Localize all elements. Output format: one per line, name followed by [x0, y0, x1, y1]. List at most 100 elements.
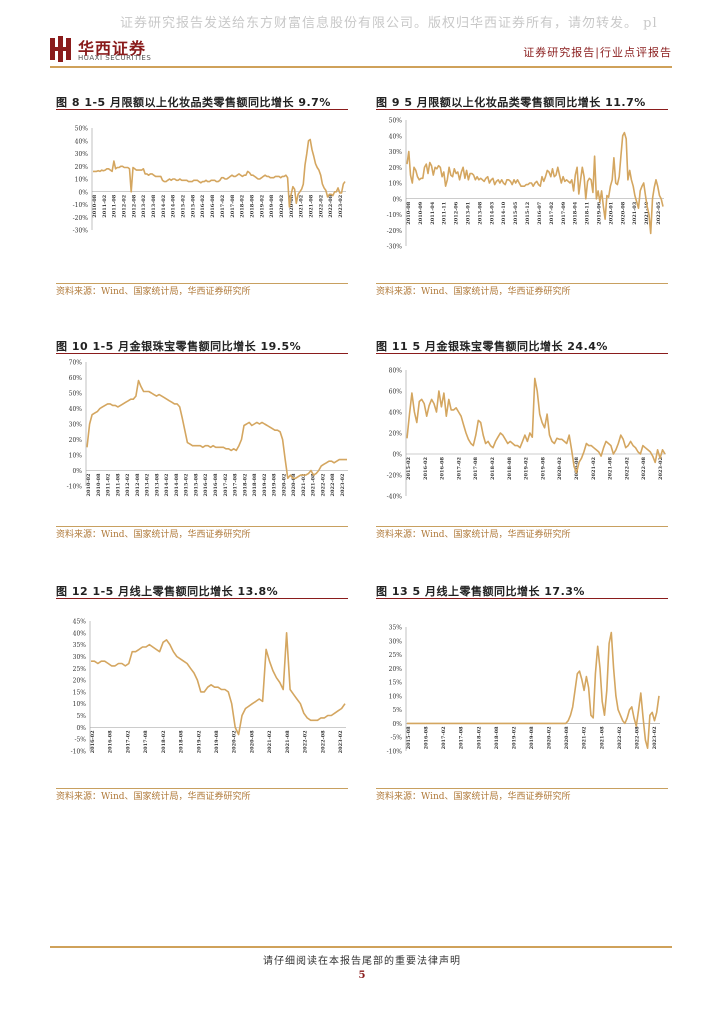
- series-line: [86, 379, 347, 480]
- x-tick-label: 2021-08: [285, 730, 291, 753]
- x-tick-label: 2017-08: [143, 730, 149, 753]
- x-tick-label: 2020-02: [281, 473, 287, 496]
- x-tick-label: 2021-10: [644, 201, 650, 224]
- y-tick-label: 50%: [69, 391, 83, 398]
- y-tick-label: 10%: [389, 181, 403, 188]
- y-tick-label: 40%: [389, 410, 403, 417]
- figure-source: 资料来源：Wind、国家统计局，华西证券研究所: [56, 287, 251, 297]
- figure-title: 图 8 1-5 月限额以上化妆品类零售额同比增长 9.7%: [56, 96, 331, 109]
- y-tick-label: -20%: [387, 228, 403, 235]
- x-tick-label: 2014-02: [161, 194, 167, 217]
- x-tick-label: 2022-08: [320, 730, 326, 753]
- title-underline: [376, 598, 668, 599]
- y-tick-label: 10%: [73, 701, 87, 708]
- x-tick-label: 2021-02: [582, 726, 588, 749]
- x-tick-label: 2014-03: [489, 201, 495, 224]
- x-tick-label: 2021-02: [591, 456, 597, 479]
- x-tick-label: 2011-11: [442, 202, 448, 225]
- figure-title: 图 12 1-5 月线上零售额同比增长 13.8%: [56, 585, 279, 598]
- y-tick-label: 40%: [389, 133, 403, 140]
- watermark: 证券研究报告发送给东方财富信息股份有限公司。版权归华西证券所有，请勿转发。 pl: [120, 16, 658, 31]
- y-tick-label: 0%: [78, 189, 88, 196]
- report-type: 证券研究报告|行业点评报告: [523, 46, 672, 59]
- x-tick-label: 2017-09: [561, 201, 567, 224]
- figure-title: 图 13 5 月线上零售额同比增长 17.3%: [376, 585, 585, 598]
- y-tick-label: 30%: [389, 149, 403, 156]
- x-tick-label: 2021-02: [299, 194, 305, 217]
- x-tick-label: 2022-02: [624, 456, 630, 479]
- y-tick-label: 20%: [389, 666, 403, 673]
- x-tick-label: 2019-02: [259, 194, 265, 217]
- x-tick-label: 2013-08: [477, 201, 483, 224]
- y-tick-label: 30%: [389, 638, 403, 645]
- x-tick-label: 2022-05: [656, 201, 662, 224]
- x-tick-label: 2023-02: [338, 194, 344, 217]
- x-tick-label: 2020-02: [547, 726, 553, 749]
- x-tick-label: 2011-02: [102, 194, 108, 217]
- y-tick-label: -10%: [387, 212, 403, 219]
- y-tick-label: 30%: [75, 151, 89, 158]
- company-logo: 华西证券 HUAXI SECURITIES: [50, 36, 170, 66]
- x-tick-label: 2020-01: [608, 202, 614, 225]
- x-tick-label: 2017-02: [125, 730, 131, 753]
- x-tick-label: 2010-08: [406, 201, 412, 224]
- x-tick-label: 2014-02: [164, 473, 170, 496]
- x-tick-label: 2012-02: [125, 473, 131, 496]
- x-tick-label: 2022-02: [318, 194, 324, 217]
- x-tick-label: 2019-08: [529, 726, 535, 749]
- y-tick-label: 5%: [392, 707, 402, 714]
- y-tick-label: 10%: [75, 177, 89, 184]
- title-underline: [56, 598, 348, 599]
- x-tick-label: 2023-02: [338, 730, 344, 753]
- y-tick-label: 0%: [392, 196, 402, 203]
- y-tick-label: 30%: [69, 422, 83, 429]
- x-tick-label: 2018-08: [249, 194, 255, 217]
- page-number: 5: [358, 970, 366, 981]
- x-tick-label: 2022-08: [634, 726, 640, 749]
- x-tick-label: 2020-08: [289, 194, 295, 217]
- x-tick-label: 2019-08: [272, 473, 278, 496]
- x-tick-label: 2016-08: [424, 726, 430, 749]
- series-line: [407, 631, 660, 749]
- x-tick-label: 2017-02: [223, 473, 229, 496]
- x-tick-label: 2017-02: [549, 201, 555, 224]
- x-tick-label: 2015-05: [513, 201, 519, 224]
- source-line: [376, 788, 668, 789]
- x-tick-label: 2019-02: [262, 473, 268, 496]
- x-tick-label: 2013-02: [141, 194, 147, 217]
- x-tick-label: 2010-02: [86, 473, 92, 496]
- x-tick-label: 2018-02: [240, 194, 246, 217]
- y-tick-label: 10%: [389, 693, 403, 700]
- huaxi-logo-icon: [50, 36, 71, 62]
- chart-figure-10: 70% 60% 50% 40% 30% 20% 10% 0% -10% 2010-02 2010-0…: [67, 360, 348, 496]
- x-tick-label: 2021-08: [308, 194, 314, 217]
- y-tick-label: 20%: [389, 431, 403, 438]
- x-tick-label: 2020-02: [232, 730, 238, 753]
- title-underline: [56, 109, 348, 110]
- y-tick-label: 45%: [73, 619, 87, 626]
- y-tick-label: 15%: [73, 689, 87, 696]
- x-tick-label: 2011-04: [430, 201, 436, 224]
- y-tick-label: 20%: [389, 165, 403, 172]
- y-tick-label: 25%: [73, 666, 87, 673]
- y-tick-label: -10%: [67, 484, 83, 491]
- x-tick-label: 2021-02: [301, 473, 307, 496]
- y-tick-label: 20%: [75, 164, 89, 171]
- title-underline: [376, 353, 668, 354]
- x-tick-label: 2015-02: [181, 194, 187, 217]
- series-line: [406, 377, 666, 474]
- chart-figure-8: 50% 40% 30% 20% 10% 0% -10% -20% -30% 2010-08 2011…: [73, 126, 346, 235]
- x-tick-label: 2013-08: [154, 473, 160, 496]
- y-tick-label: 40%: [69, 406, 83, 413]
- y-tick-label: 0%: [392, 452, 402, 459]
- legal-notice: 请仔细阅读在本报告尾部的重要法律声明: [263, 956, 461, 967]
- chart-figure-11: 80% 60% 40% 20% 0% -20% -40% 2015-02 2016-02 2016…: [387, 368, 666, 501]
- y-tick-label: 50%: [389, 118, 403, 125]
- x-tick-label: 2016-02: [90, 730, 96, 753]
- x-tick-label: 2023-02: [340, 473, 346, 496]
- x-tick-label: 2018-08: [507, 456, 513, 479]
- x-tick-label: 2022-02: [320, 473, 326, 496]
- x-tick-label: 2019-08: [214, 730, 220, 753]
- x-tick-label: 2018-02: [242, 473, 248, 496]
- x-tick-label: 2023-02: [658, 456, 664, 479]
